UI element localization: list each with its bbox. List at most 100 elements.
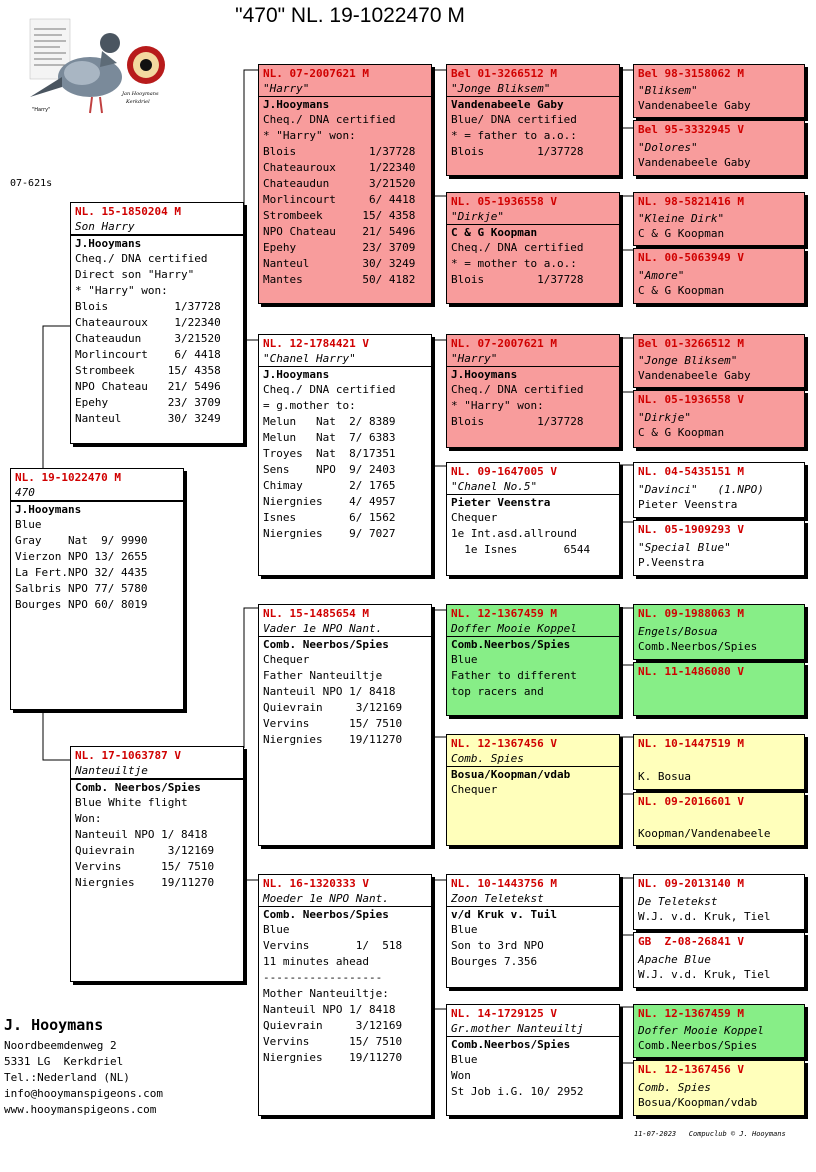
detail-line: Blue White flight: [75, 796, 188, 809]
detail-line: Blue: [451, 923, 478, 936]
pigeon-name: Comb. Spies: [451, 752, 524, 765]
pedigree-card-gen5: Bel 98-3158062 M "Bliksem" Vandenabeele …: [633, 64, 805, 118]
detail-line: Nanteuil NPO 1/ 8418: [263, 1003, 396, 1016]
detail-line: Niergnies 19/11270: [263, 1051, 403, 1064]
pedigree-card-gen5: NL. 04-5435151 M "Davinci" (1.NPO) Piete…: [633, 462, 805, 518]
ring-number: NL. 15-1850204 M: [75, 205, 181, 218]
pedigree-card-sd: NL. 12-1784421 V "Chanel Harry" J.Hooyma…: [258, 334, 432, 576]
detail-line: top racers and: [451, 685, 544, 698]
detail-line: Blois 1/37728: [451, 415, 584, 428]
owner: W.J. v.d. Kruk, Tiel: [638, 968, 771, 981]
logo-caption-right-2: Kerkdriel: [125, 99, 150, 105]
detail-line: Cheq./ DNA certified: [263, 383, 396, 396]
pigeon-name: "Chanel No.5": [451, 480, 538, 493]
pedigree-card-sds: NL. 07-2007621 M "Harry" J.Hooymans Cheq…: [446, 334, 620, 448]
pedigree-card-sdd: NL. 09-1647005 V "Chanel No.5" Pieter Ve…: [446, 462, 620, 576]
pigeon-name: [634, 679, 804, 694]
detail-line: Chequer: [451, 783, 498, 796]
pigeon-name: Vader 1e NPO Nant.: [263, 622, 383, 635]
ring-number: NL. 00-5063949 V: [638, 251, 744, 264]
breeder-website-link[interactable]: www.hooymanspigeons.com: [4, 1103, 157, 1116]
detail-line: Sens NPO 9/ 2403: [263, 463, 396, 476]
pigeon-name: "Jonge Bliksem": [638, 354, 738, 367]
detail-line: Epehy 23/ 3709: [263, 241, 416, 254]
breeder-name: J. Hooymans: [4, 1016, 104, 1034]
detail-line: Bourges 7.356: [451, 955, 538, 968]
owner: C & G Koopman: [638, 227, 725, 240]
breeder-tel: Tel.:Nederland (NL): [4, 1071, 130, 1084]
pedigree-card-gen5: NL. 12-1367459 M Doffer Mooie Koppel Com…: [633, 1004, 805, 1058]
pedigree-card-gen5: NL. 05-1936558 V "Dirkje" C & G Koopman: [633, 390, 805, 448]
pedigree-card-gen5: NL. 09-1988063 M Engels/Bosua Comb.Neerb…: [633, 604, 805, 660]
detail-line: NPO Chateau 21/ 5496: [75, 380, 221, 393]
owner: J.Hooymans: [71, 235, 243, 251]
detail-line: Morlincourt 6/ 4418: [75, 348, 221, 361]
ring-number: Bel 01-3266512 M: [638, 337, 744, 350]
pedigree-card-gen5: NL. 00-5063949 V "Amore" C & G Koopman: [633, 248, 805, 304]
pedigree-card-ssd: NL. 05-1936558 V "Dirkje" C & G Koopman …: [446, 192, 620, 304]
pigeon-name: "Dirkje": [451, 210, 504, 223]
owner: Pieter Veenstra: [638, 498, 738, 511]
detail-line: Cheq./ DNA certified: [75, 252, 208, 265]
pigeon-name: Zoon Teletekst: [451, 892, 544, 905]
detail-line: = g.mother to:: [263, 399, 356, 412]
owner: [634, 694, 804, 710]
breeder-street: Noordbeemdenweg 2: [4, 1039, 117, 1052]
owner: Comb.Neerbos/Spies: [447, 636, 619, 652]
detail-line: Blue: [451, 1053, 478, 1066]
detail-line: Father to different: [451, 669, 577, 682]
ring-number: NL. 10-1447519 M: [638, 737, 744, 750]
pigeon-name: "Special Blue": [638, 541, 731, 554]
detail-line: Nanteuil NPO 1/ 8418: [263, 685, 396, 698]
detail-line: 1e Isnes 6544: [451, 543, 591, 556]
detail-line: 1e Int.asd.allround: [451, 527, 577, 540]
ring-number: NL. 07-2007621 M: [263, 67, 369, 80]
detail-line: * "Harry" won:: [263, 129, 356, 142]
pigeon-name: Son Harry: [71, 219, 243, 235]
ring-number: NL. 17-1063787 V: [75, 749, 181, 762]
detail-line: Melun Nat 2/ 8389: [263, 415, 396, 428]
pigeon-name: Nanteuiltje: [71, 763, 243, 779]
owner: P.Veenstra: [638, 556, 705, 569]
pedigree-card-gen5: NL. 98-5821416 M "Kleine Dirk" C & G Koo…: [633, 192, 805, 246]
detail-line: Chequer: [451, 511, 498, 524]
owner: J.Hooymans: [11, 501, 183, 517]
owner: Vandenabeele Gaby: [638, 99, 751, 112]
detail-line: Quievrain 3/12169: [263, 1019, 403, 1032]
detail-line: Bourges NPO 60/ 8019: [15, 598, 148, 611]
ring-number: NL. 16-1320333 V: [263, 877, 369, 890]
owner: C & G Koopman: [447, 224, 619, 240]
detail-line: Son to 3rd NPO: [451, 939, 544, 952]
ring-number: NL. 12-1784421 V: [263, 337, 369, 350]
breeder-email-link[interactable]: info@hooymanspigeons.com: [4, 1087, 163, 1100]
ring-number: GB Z-08-26841 V: [638, 935, 744, 948]
ring-number: NL. 12-1367459 M: [451, 607, 557, 620]
detail-line: Vervins 15/ 7510: [75, 860, 215, 873]
ring-number: NL. 05-1936558 V: [638, 393, 744, 406]
pigeon-name: [634, 809, 804, 826]
detail-line: Blois 1/37728: [263, 145, 416, 158]
pigeon-name: "Bliksem": [638, 84, 698, 97]
detail-line: Salbris NPO 77/ 5780: [15, 582, 148, 595]
logo-caption-left: "Harry": [32, 107, 50, 113]
pedigree-card-gen5: NL. 12-1367456 V Comb. Spies Bosua/Koopm…: [633, 1060, 805, 1116]
owner: Comb.Neerbos/Spies: [447, 1036, 619, 1052]
owner: v/d Kruk v. Tuil: [447, 906, 619, 922]
owner: Comb. Neerbos/Spies: [259, 636, 431, 652]
owner: Vandenabeele Gaby: [638, 369, 751, 382]
owner: Comb.Neerbos/Spies: [638, 1039, 758, 1052]
pedigree-card-gen5: Bel 95-3332945 V "Dolores" Vandenabeele …: [633, 120, 805, 176]
detail-line: Morlincourt 6/ 4418: [263, 193, 416, 206]
detail-line: St Job i.G. 10/ 2952: [451, 1085, 584, 1098]
detail-line: Nanteul 30/ 3249: [263, 257, 416, 270]
ring-number: NL. 04-5435151 M: [638, 465, 744, 478]
pigeon-name: "Harry": [263, 82, 310, 95]
detail-line: ------------------: [263, 971, 383, 984]
ring-number: NL. 19-1022470 M: [15, 471, 121, 484]
pedigree-title: "470" NL. 19-1022470 M: [235, 4, 465, 27]
detail-line: Blue: [263, 923, 290, 936]
detail-line: Nanteuil NPO 1/ 8418: [75, 828, 208, 841]
detail-line: Niergnies 4/ 4957: [263, 495, 396, 508]
pedigree-card-dsd: NL. 12-1367456 V Comb. Spies Bosua/Koopm…: [446, 734, 620, 846]
ring-number: NL. 09-1647005 V: [451, 465, 557, 478]
